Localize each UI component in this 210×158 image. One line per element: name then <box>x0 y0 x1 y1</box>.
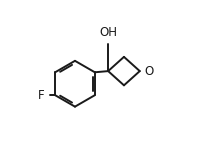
Text: OH: OH <box>99 27 117 40</box>
Text: F: F <box>37 89 44 102</box>
Text: O: O <box>144 65 154 78</box>
